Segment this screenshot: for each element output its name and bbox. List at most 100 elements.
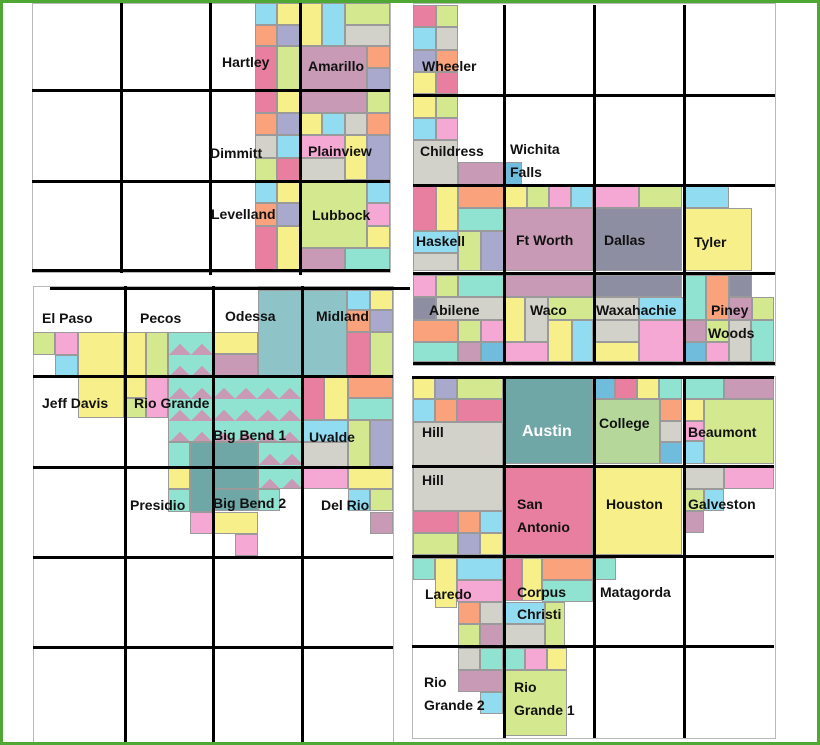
quilt-patch [347, 290, 370, 310]
quilt-patch [729, 275, 752, 297]
quilt-patch [277, 25, 300, 46]
grid-line [124, 286, 127, 742]
quilt-patch [413, 558, 435, 580]
quilt-patch [370, 332, 393, 376]
region-label: Wheeler [422, 58, 477, 74]
quilt-patch [684, 342, 706, 362]
quilt-patch [458, 231, 481, 271]
quilt-patch [255, 113, 277, 135]
quilt-patch [55, 332, 78, 355]
quilt-patch [594, 342, 639, 362]
quilt-patch [413, 253, 458, 271]
quilt-patch [615, 377, 637, 399]
quilt-patch [302, 376, 324, 420]
quilt-patch [258, 290, 303, 376]
quilt-patch [684, 399, 704, 421]
quilt-patch [458, 208, 504, 231]
grid-line [212, 286, 215, 742]
quilt-patch [348, 398, 393, 420]
region-label: Austin [522, 423, 572, 440]
quilt-patch [370, 512, 393, 534]
region-label: Dallas [604, 232, 646, 248]
quilt-patch [168, 442, 190, 467]
quilt-patch [480, 692, 503, 714]
quilt-patch [660, 421, 682, 442]
quilt-patch [704, 399, 774, 464]
quilt-patch [435, 558, 457, 608]
grid-line [50, 287, 410, 290]
region-label: Rio Grande [134, 395, 210, 411]
quilt-patch [277, 203, 300, 226]
quilt-patch [413, 140, 458, 185]
quilt-patch [522, 558, 542, 601]
quilt-patch [370, 489, 393, 511]
quilt-patch [235, 534, 258, 556]
quilt-patch [213, 512, 258, 534]
quilt-patch [505, 342, 548, 362]
quilt-patch [436, 275, 458, 297]
quilt-patch [348, 467, 393, 489]
grid-line [32, 89, 390, 92]
quilt-patch [457, 558, 503, 580]
quilt-patch [255, 203, 277, 226]
quilt-patch [413, 27, 436, 50]
quilt-patch [277, 90, 300, 113]
quilt-patch [549, 186, 571, 208]
quilt-patch [458, 186, 504, 208]
quilt-patch [547, 648, 567, 670]
region-label: Woods [708, 325, 755, 341]
grid-line [413, 94, 775, 97]
region-label: Amarillo [308, 58, 365, 74]
quilt-patch [255, 25, 277, 46]
quilt-patch [78, 376, 124, 418]
quilt-patch [347, 332, 370, 376]
quilt-patch [413, 5, 436, 27]
quilt-patch [481, 231, 504, 271]
region-label: El Paso [42, 310, 93, 326]
quilt-patch [277, 113, 300, 135]
region-label: Abilene [429, 302, 480, 318]
quilt-patch [684, 186, 729, 208]
quilt-patch [505, 624, 545, 646]
quilt-patch [572, 320, 593, 362]
quilt-patch [436, 186, 458, 231]
quilt-patch [348, 489, 370, 511]
region-label: Rio [424, 674, 447, 690]
quilt-patch [300, 158, 345, 181]
quilt-patch [255, 181, 277, 203]
quilt-patch [255, 90, 277, 113]
region-label: Presidio [130, 497, 186, 513]
quilt-patch [367, 181, 390, 203]
quilt-patch [370, 290, 393, 310]
quilt-patch [458, 162, 504, 185]
grid-line [413, 362, 775, 365]
quilt-patch [435, 399, 457, 422]
quilt-patch [345, 25, 390, 46]
quilt-patch [480, 624, 503, 646]
quilt-patch [300, 113, 322, 135]
quilt-patch [33, 332, 55, 355]
quilt-patch [458, 511, 480, 533]
quilt-patch [436, 72, 458, 94]
quilt-patch [594, 320, 639, 342]
quilt-patch [458, 275, 504, 297]
quilt-patch [367, 135, 390, 180]
quilt-patch [367, 68, 390, 90]
quilt-patch [659, 377, 682, 399]
quilt-patch [706, 320, 729, 342]
quilt-patch [571, 186, 593, 208]
quilt-patch [724, 377, 774, 399]
grid-line [413, 272, 775, 275]
quilt-patch [413, 96, 436, 118]
quilt-patch [213, 467, 258, 489]
quilt-patch [505, 648, 525, 670]
region-label: Houston [606, 496, 663, 512]
region-label: Childress [420, 143, 484, 159]
quilt-patch [413, 50, 436, 72]
quilt-patch [480, 602, 503, 624]
quilt-patch [413, 399, 435, 422]
quilt-patch [481, 342, 504, 362]
quilt-patch [258, 489, 280, 511]
quilt-patch [367, 226, 390, 248]
region-label: Matagorda [600, 584, 671, 600]
